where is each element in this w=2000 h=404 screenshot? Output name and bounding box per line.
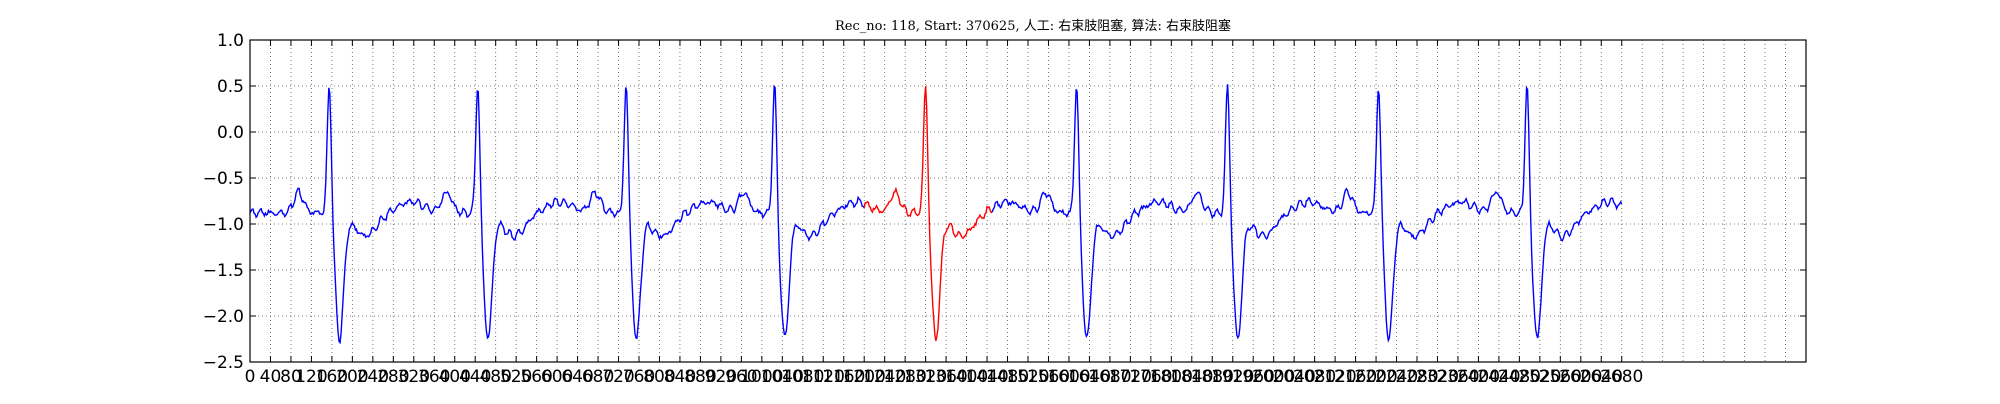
chart-title: Rec_no: 118, Start: 370625, 人工: 右束肢阻塞, 算… — [835, 18, 1231, 34]
x-tick-label: 2040 — [1273, 367, 1316, 387]
x-tick-label: 1680 — [1088, 367, 1131, 387]
x-tick-label: 1320 — [904, 367, 947, 387]
x-tick-label: 560 — [520, 367, 552, 387]
x-tick-label: 80 — [280, 367, 302, 387]
x-tick-label: 200 — [336, 367, 368, 387]
x-tick-label: 2080 — [1293, 367, 1336, 387]
x-tick-label: 2240 — [1375, 367, 1418, 387]
x-tick-label: 0 — [245, 367, 256, 387]
x-tick-label: 2560 — [1539, 367, 1582, 387]
x-tick-label: 160 — [316, 367, 348, 387]
x-tick-label: 1000 — [740, 367, 783, 387]
x-tick-label: 2000 — [1252, 367, 1295, 387]
series-line-highlight — [863, 86, 993, 341]
y-tick-label: −0.5 — [203, 169, 244, 189]
x-tick-label: 1160 — [822, 367, 865, 387]
x-tick-label: 960 — [725, 367, 757, 387]
x-tick-label: 120 — [295, 367, 327, 387]
x-tick-label: 2680 — [1600, 367, 1643, 387]
x-tick-label: 1280 — [884, 367, 927, 387]
x-tick-label: 520 — [500, 367, 532, 387]
x-tick-label: 1880 — [1191, 367, 1234, 387]
x-tick-label: 680 — [582, 367, 614, 387]
x-tick-label: 1120 — [802, 367, 845, 387]
x-tick-label: 320 — [398, 367, 430, 387]
x-tick-label: 1640 — [1068, 367, 1111, 387]
x-tick-label: 1080 — [781, 367, 824, 387]
x-tick-label: 360 — [418, 367, 450, 387]
x-tick-label: 1360 — [924, 367, 967, 387]
x-tick-label: 1840 — [1170, 367, 1213, 387]
x-tick-label: 1240 — [863, 367, 906, 387]
y-axis: 1.0 0.5 0.0 −0.5 −1.0 −1.5 −2.0 −2.5 — [203, 31, 1806, 373]
x-tick-label: 1040 — [761, 367, 804, 387]
x-tick-label: 2520 — [1518, 367, 1561, 387]
x-tick-label: 2200 — [1354, 367, 1397, 387]
x-tick-label: 2160 — [1334, 367, 1377, 387]
y-tick-label: 1.0 — [217, 31, 244, 51]
x-tick-label: 2320 — [1416, 367, 1459, 387]
x-tick-label: 1480 — [986, 367, 1029, 387]
x-tick-label: 1720 — [1109, 367, 1152, 387]
x-tick-label: 640 — [561, 367, 593, 387]
y-tick-label: −2.5 — [203, 353, 244, 373]
y-tick-label: −1.0 — [203, 215, 244, 235]
x-tick-label: 2440 — [1477, 367, 1520, 387]
y-tick-label: 0.5 — [217, 77, 244, 97]
x-tick-label: 920 — [705, 367, 737, 387]
x-tick-label: 1800 — [1150, 367, 1193, 387]
x-tick-label: 480 — [479, 367, 511, 387]
x-tick-label: 2120 — [1313, 367, 1356, 387]
y-tick-label: 0.0 — [217, 123, 244, 143]
x-tick-label: 880 — [684, 367, 716, 387]
x-tick-label: 760 — [623, 367, 655, 387]
y-tick-label: −2.0 — [203, 307, 244, 327]
y-tick-label: −1.5 — [203, 261, 244, 281]
x-tick-label: 1400 — [945, 367, 988, 387]
x-tick-label: 1440 — [965, 367, 1008, 387]
x-axis: 0 408012016020024028032036040044048052056… — [245, 40, 1643, 387]
x-tick-label: 1760 — [1129, 367, 1172, 387]
x-tick-label: 1960 — [1232, 367, 1275, 387]
x-tick-label: 40 — [260, 367, 282, 387]
x-tick-label: 840 — [664, 367, 696, 387]
x-tick-label: 1560 — [1027, 367, 1070, 387]
x-tick-label: 1200 — [843, 367, 886, 387]
x-tick-label: 1520 — [1006, 367, 1049, 387]
x-tick-label: 440 — [459, 367, 491, 387]
x-tick-label: 2600 — [1559, 367, 1602, 387]
x-tick-label: 2360 — [1436, 367, 1479, 387]
x-tick-label: 2280 — [1395, 367, 1438, 387]
x-tick-label: 280 — [377, 367, 409, 387]
x-tick-label: 1600 — [1047, 367, 1090, 387]
x-tick-label: 1920 — [1211, 367, 1254, 387]
x-tick-label: 400 — [439, 367, 471, 387]
x-tick-label: 600 — [541, 367, 573, 387]
x-tick-label: 2640 — [1580, 367, 1623, 387]
x-tick-label: 2400 — [1457, 367, 1500, 387]
x-tick-label: 720 — [602, 367, 634, 387]
series-line-normal — [249, 84, 1623, 345]
x-tick-label: 800 — [643, 367, 675, 387]
x-tick-label: 2480 — [1498, 367, 1541, 387]
ecg-trace — [249, 84, 1623, 345]
x-tick-label: 240 — [357, 367, 389, 387]
